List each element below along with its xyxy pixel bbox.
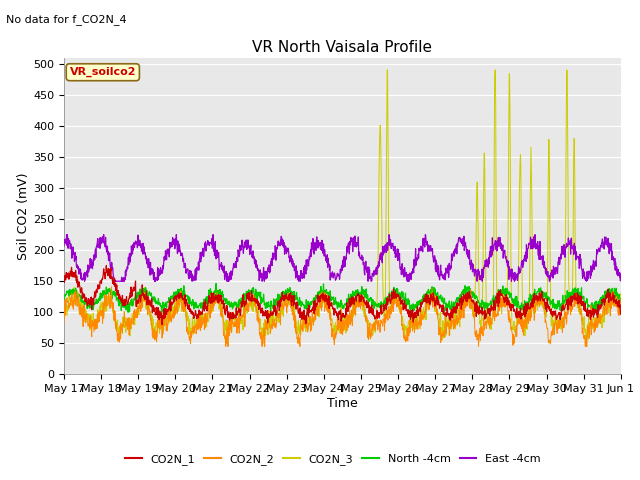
Title: VR North Vaisala Profile: VR North Vaisala Profile bbox=[252, 40, 433, 55]
Text: VR_soilco2: VR_soilco2 bbox=[70, 67, 136, 77]
Text: No data for f_CO2N_4: No data for f_CO2N_4 bbox=[6, 14, 127, 25]
Y-axis label: Soil CO2 (mV): Soil CO2 (mV) bbox=[17, 172, 30, 260]
X-axis label: Time: Time bbox=[327, 397, 358, 410]
Legend: CO2N_1, CO2N_2, CO2N_3, North -4cm, East -4cm: CO2N_1, CO2N_2, CO2N_3, North -4cm, East… bbox=[120, 450, 545, 469]
